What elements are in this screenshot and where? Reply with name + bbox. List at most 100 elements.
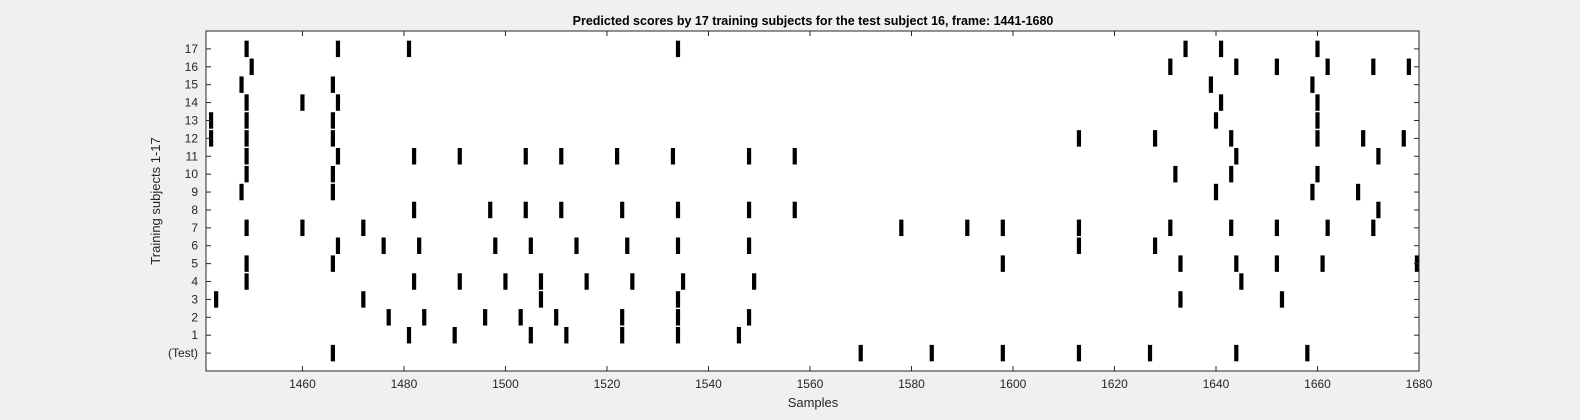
- event-mark: [675, 309, 681, 326]
- x-tick-label: 1480: [391, 377, 418, 391]
- y-tick-label: 12: [185, 131, 199, 145]
- event-mark: [1168, 58, 1173, 76]
- event-mark: [559, 201, 564, 219]
- event-mark: [493, 237, 498, 254]
- y-tick-label: 1: [191, 328, 198, 342]
- event-mark: [746, 201, 752, 219]
- event-mark: [386, 309, 391, 326]
- event-mark: [559, 148, 564, 165]
- event-mark: [1361, 130, 1366, 147]
- event-mark: [1315, 165, 1320, 183]
- y-tick-label: 13: [185, 113, 199, 127]
- event-mark: [1325, 219, 1330, 237]
- event-mark: [1356, 183, 1361, 201]
- event-mark: [1213, 183, 1219, 201]
- event-mark: [244, 273, 249, 290]
- event-mark: [1178, 291, 1183, 308]
- event-mark: [1274, 255, 1279, 272]
- event-mark: [746, 148, 752, 165]
- event-mark: [335, 237, 341, 254]
- event-mark: [1076, 344, 1082, 362]
- event-mark: [417, 237, 422, 254]
- event-mark: [422, 309, 427, 326]
- event-mark: [899, 219, 904, 237]
- x-tick-label: 1460: [289, 377, 316, 391]
- event-mark: [538, 273, 544, 290]
- event-mark: [1076, 237, 1082, 254]
- event-mark: [411, 148, 417, 165]
- event-mark: [244, 219, 249, 237]
- event-mark: [335, 148, 341, 165]
- y-tick-label: 4: [191, 275, 198, 289]
- event-mark: [1401, 130, 1406, 147]
- event-mark: [361, 291, 366, 308]
- event-mark: [411, 201, 417, 219]
- y-axis-label: Training subjects 1-17: [148, 137, 163, 264]
- event-mark: [1000, 255, 1005, 272]
- event-mark: [670, 148, 676, 165]
- event-mark: [1315, 130, 1320, 147]
- event-mark: [1310, 183, 1315, 201]
- y-tick-label: 2: [191, 310, 198, 324]
- event-mark: [518, 309, 523, 326]
- event-mark: [1076, 219, 1082, 237]
- event-mark: [244, 255, 249, 272]
- x-tick-label: 1520: [594, 377, 621, 391]
- event-mark: [406, 326, 412, 344]
- event-mark: [1229, 165, 1234, 183]
- chart-title: Predicted scores by 17 training subjects…: [573, 14, 1054, 28]
- event-mark: [554, 309, 559, 326]
- event-mark: [752, 273, 757, 290]
- event-mark: [503, 273, 508, 290]
- event-mark: [965, 219, 970, 237]
- event-mark: [746, 309, 752, 326]
- event-mark: [1406, 58, 1411, 76]
- event-mark: [746, 237, 752, 254]
- event-mark: [1178, 255, 1183, 272]
- event-mark: [335, 94, 341, 111]
- event-mark: [244, 40, 249, 58]
- event-mark: [300, 94, 305, 111]
- event-mark: [244, 165, 249, 183]
- y-tick-label: 14: [185, 96, 199, 110]
- event-mark: [528, 326, 533, 344]
- event-mark: [1376, 201, 1381, 219]
- event-mark: [1234, 148, 1239, 165]
- event-mark: [1239, 273, 1244, 290]
- event-mark: [239, 183, 244, 201]
- event-marks: [208, 40, 1419, 362]
- event-mark: [792, 148, 797, 165]
- event-mark: [330, 165, 335, 183]
- event-mark: [452, 326, 457, 344]
- event-mark: [244, 94, 249, 111]
- x-tick-label: 1620: [1101, 377, 1128, 391]
- event-mark: [330, 112, 335, 129]
- event-mark: [675, 326, 681, 344]
- x-tick-label: 1600: [1000, 377, 1027, 391]
- event-mark: [1325, 58, 1330, 76]
- event-mark: [1234, 255, 1239, 272]
- event-mark: [1000, 344, 1005, 362]
- event-mark: [858, 344, 863, 362]
- event-mark: [1279, 291, 1285, 308]
- event-mark: [1315, 112, 1320, 129]
- event-mark: [214, 291, 219, 308]
- event-mark: [1183, 40, 1188, 58]
- event-mark: [330, 76, 335, 93]
- event-mark: [457, 273, 462, 290]
- event-mark: [208, 130, 214, 147]
- x-tick-label: 1580: [898, 377, 925, 391]
- x-tick-label: 1660: [1304, 377, 1331, 391]
- event-mark: [1274, 219, 1279, 237]
- event-mark: [361, 219, 366, 237]
- x-axis-label: Samples: [788, 395, 839, 410]
- x-tick-label: 1540: [695, 377, 722, 391]
- y-tick-label: 15: [185, 78, 199, 92]
- event-mark: [239, 76, 244, 93]
- event-mark: [584, 273, 589, 290]
- event-mark: [1218, 40, 1224, 58]
- event-mark: [330, 255, 335, 272]
- event-mark: [1315, 94, 1320, 111]
- event-mark: [792, 201, 797, 219]
